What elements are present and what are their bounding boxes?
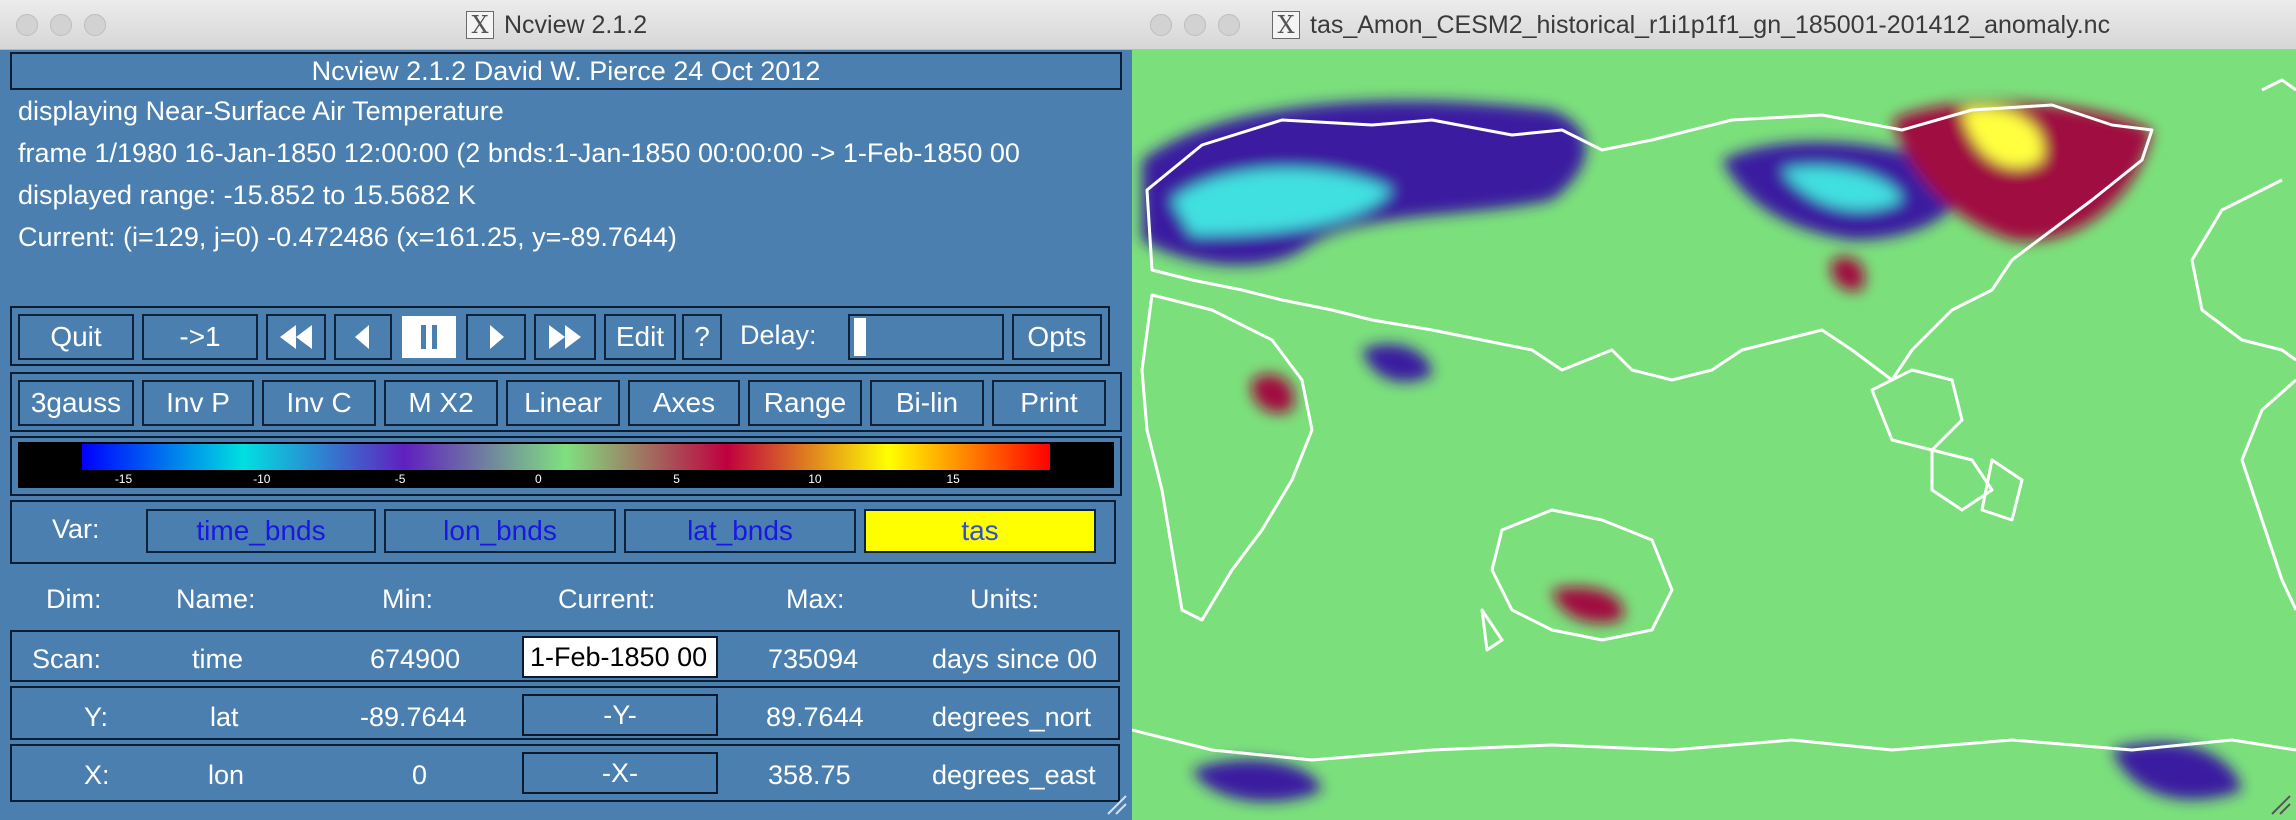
colorbar-tick-label: -15 xyxy=(114,472,133,486)
var-lat-bnds-button[interactable]: lat_bnds xyxy=(624,509,856,553)
ncview-content: Ncview 2.1.2 David W. Pierce 24 Oct 2012… xyxy=(0,50,1132,820)
restart-button[interactable]: ->1 xyxy=(142,314,258,360)
x-axis-select-button[interactable]: -X- xyxy=(522,752,718,794)
dim-cell: Scan: xyxy=(32,644,102,674)
temperature-anomaly-map[interactable] xyxy=(1132,50,2296,820)
range-button[interactable]: Range xyxy=(748,380,862,426)
frame-info: frame 1/1980 16-Jan-1850 12:00:00 (2 bnd… xyxy=(18,138,1020,168)
var-tas-button[interactable]: tas xyxy=(864,509,1096,553)
edit-button[interactable]: Edit xyxy=(604,314,676,360)
axes-button[interactable]: Axes xyxy=(628,380,740,426)
min-cell: -89.7644 xyxy=(360,702,467,732)
dim-cell: X: xyxy=(84,760,110,790)
close-window-icon[interactable] xyxy=(1150,14,1172,36)
max-cell: 358.75 xyxy=(768,760,851,790)
pause-icon xyxy=(421,325,437,349)
current-value: Current: (i=129, j=0) -0.472486 (x=161.2… xyxy=(18,222,677,252)
anomaly-field xyxy=(1142,100,2242,802)
resize-grip-icon[interactable] xyxy=(1104,792,1128,816)
current-time-field[interactable]: 1-Feb-1850 00 xyxy=(522,636,718,678)
name-cell: lon xyxy=(208,760,245,790)
colorbar-gradient xyxy=(82,444,1050,470)
anomaly-map-canvas[interactable] xyxy=(1132,50,2296,820)
maximize-window-icon[interactable] xyxy=(84,14,106,36)
magnify-button[interactable]: M X2 xyxy=(384,380,498,426)
resize-grip-icon[interactable] xyxy=(2268,792,2292,816)
play-icon xyxy=(490,325,504,349)
transform-linear-button[interactable]: Linear xyxy=(506,380,620,426)
variable-description: displaying Near-Surface Air Temperature xyxy=(18,96,504,126)
ncview-control-window: X Ncview 2.1.2 Ncview 2.1.2 David W. Pie… xyxy=(0,0,1132,820)
opts-button[interactable]: Opts xyxy=(1012,314,1102,360)
step-backward-button[interactable] xyxy=(334,314,392,360)
max-header: Max: xyxy=(786,584,845,614)
invert-colormap-button[interactable]: Inv C xyxy=(262,380,376,426)
window-title: Ncview 2.1.2 xyxy=(504,10,648,39)
units-cell: degrees_east xyxy=(932,760,1096,790)
fast-forward-icon xyxy=(549,325,581,349)
version-header: Ncview 2.1.2 David W. Pierce 24 Oct 2012 xyxy=(10,52,1122,90)
dim-header: Dim: xyxy=(46,584,102,614)
version-header-text: Ncview 2.1.2 David W. Pierce 24 Oct 2012 xyxy=(311,55,821,86)
minimize-window-icon[interactable] xyxy=(50,14,72,36)
displayed-range: displayed range: -15.852 to 15.5682 K xyxy=(18,180,476,210)
current-header: Current: xyxy=(558,584,656,614)
min-cell: 674900 xyxy=(370,644,461,674)
y-axis-select-button[interactable]: -Y- xyxy=(522,694,718,736)
units-cell: degrees_nort xyxy=(932,702,1092,732)
invert-physical-button[interactable]: Inv P xyxy=(142,380,254,426)
x11-logo-icon: X xyxy=(1272,11,1300,39)
window-title-group: X Ncview 2.1.2 xyxy=(466,0,647,50)
delay-slider-thumb[interactable] xyxy=(854,318,866,356)
play-button[interactable] xyxy=(466,314,526,360)
delay-slider[interactable] xyxy=(848,314,1004,360)
map-title-bar[interactable]: X tas_Amon_CESM2_historical_r1i1p1f1_gn_… xyxy=(1132,0,2296,50)
name-header: Name: xyxy=(176,584,256,614)
max-cell: 735094 xyxy=(768,644,859,674)
colorbar-tick-label: 5 xyxy=(673,472,680,486)
dim-cell: Y: xyxy=(84,702,109,732)
name-cell: time xyxy=(192,644,244,674)
var-label: Var: xyxy=(52,514,100,544)
colorbar-tick-label: 0 xyxy=(534,472,542,486)
colorbar-tick-label: -10 xyxy=(253,472,271,486)
pause-button[interactable] xyxy=(400,314,458,360)
colorbar-tick-label: -5 xyxy=(394,472,406,486)
delay-label: Delay: xyxy=(740,320,817,350)
min-header: Min: xyxy=(382,584,434,614)
colorbar[interactable]: -15 -10 -5 0 5 10 15 xyxy=(18,442,1114,488)
close-window-icon[interactable] xyxy=(16,14,38,36)
minimize-window-icon[interactable] xyxy=(1184,14,1206,36)
help-button[interactable]: ? xyxy=(682,314,722,360)
maximize-window-icon[interactable] xyxy=(1218,14,1240,36)
colorbar-tick-label: 10 xyxy=(808,472,822,486)
colormap-3gauss-button[interactable]: 3gauss xyxy=(18,380,134,426)
x11-logo-icon: X xyxy=(466,11,494,39)
min-cell: 0 xyxy=(412,760,428,790)
units-cell: days since 00 xyxy=(932,644,1098,674)
var-lon-bnds-button[interactable]: lon_bnds xyxy=(384,509,616,553)
max-cell: 89.7644 xyxy=(766,702,864,732)
colorbar-tick-label: 15 xyxy=(946,472,960,486)
var-time-bnds-button[interactable]: time_bnds xyxy=(146,509,376,553)
step-backward-icon xyxy=(355,325,369,349)
fast-forward-button[interactable] xyxy=(534,314,596,360)
coastlines xyxy=(1132,78,2296,762)
title-bar[interactable]: X Ncview 2.1.2 xyxy=(0,0,1132,50)
units-header: Units: xyxy=(970,584,1040,614)
map-window: X tas_Amon_CESM2_historical_r1i1p1f1_gn_… xyxy=(1132,0,2296,820)
bilinear-button[interactable]: Bi-lin xyxy=(870,380,984,426)
map-title-group: X tas_Amon_CESM2_historical_r1i1p1f1_gn_… xyxy=(1272,0,2110,50)
name-cell: lat xyxy=(210,702,239,732)
fast-backward-button[interactable] xyxy=(266,314,326,360)
quit-button[interactable]: Quit xyxy=(18,314,134,360)
map-window-title: tas_Amon_CESM2_historical_r1i1p1f1_gn_18… xyxy=(1310,10,2111,39)
print-button[interactable]: Print xyxy=(992,380,1106,426)
fast-backward-icon xyxy=(280,325,312,349)
colorbar-ticks: -15 -10 -5 0 5 10 15 xyxy=(18,472,1114,488)
